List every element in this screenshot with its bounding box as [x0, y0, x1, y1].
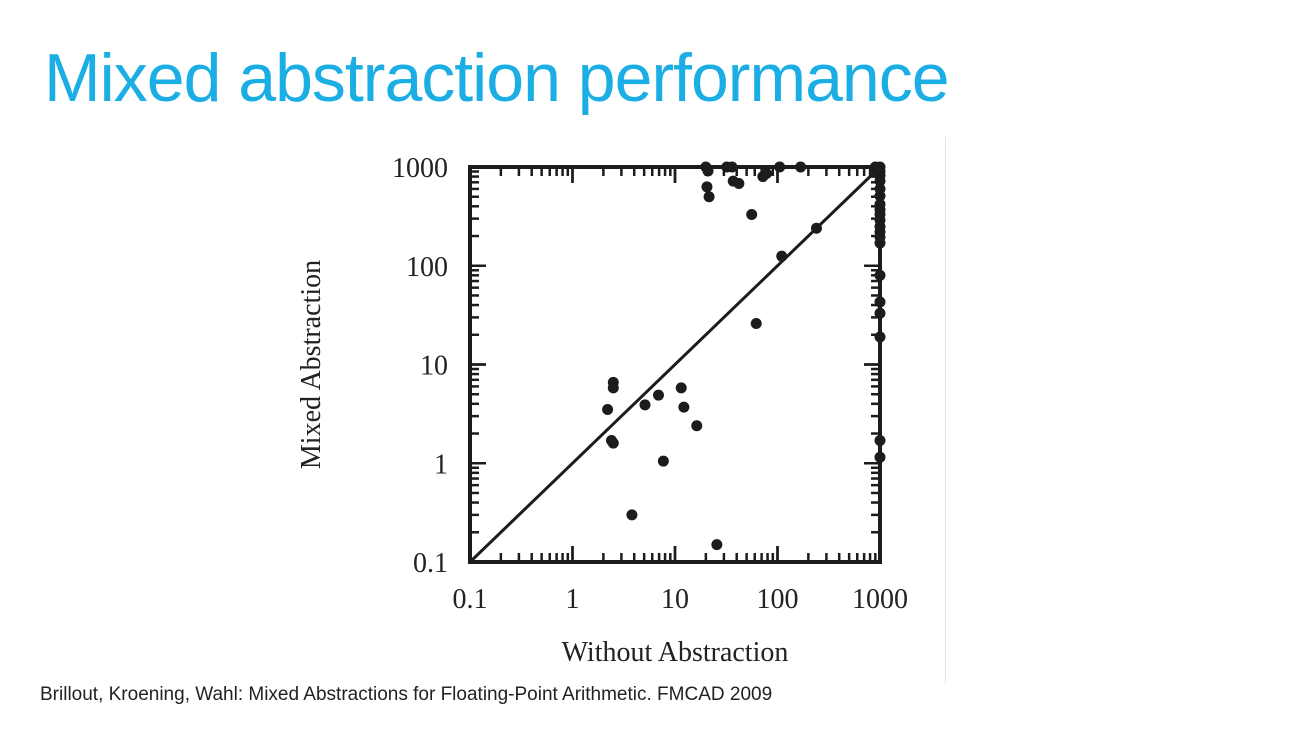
scatter-chart: 0.1 1 10 100 1000 0.1 1 10 100 1000 Without Abst… [296, 153, 909, 668]
y-tick-label: 100 [406, 252, 448, 283]
citation-text: Brillout, Kroening, Wahl: Mixed Abstract… [40, 684, 773, 705]
data-point [874, 269, 886, 281]
data-point [675, 382, 687, 394]
data-point [760, 167, 772, 179]
data-point [874, 190, 886, 202]
y-tick-label: 1 [434, 449, 448, 480]
y-tick-labels: 0.1 1 10 100 1000 [392, 153, 448, 579]
x-tick-label: 1 [566, 584, 580, 615]
data-point [874, 331, 886, 343]
data-point [874, 175, 886, 187]
x-tick-label: 100 [757, 584, 799, 615]
data-points [602, 161, 886, 551]
y-tick-label: 10 [420, 351, 448, 382]
tick-marks [468, 165, 882, 564]
scatter-figure: 0.1 1 10 100 1000 0.1 1 10 100 1000 Without Abst… [285, 137, 946, 683]
data-point [607, 437, 619, 449]
data-point [810, 222, 822, 234]
slide-title: Mixed abstraction performance [44, 40, 950, 116]
y-axis-title: Mixed Abstraction [296, 260, 327, 469]
data-point [703, 191, 715, 203]
data-point [678, 401, 690, 413]
data-point [874, 237, 886, 249]
x-axis-title: Without Abstraction [562, 637, 789, 668]
data-point [874, 451, 886, 463]
data-point [733, 178, 745, 190]
data-point [701, 181, 713, 193]
plot-frame [468, 165, 882, 564]
data-point [874, 434, 886, 446]
data-point [774, 161, 786, 173]
data-point [874, 307, 886, 319]
data-point [711, 539, 723, 551]
data-point [657, 455, 669, 467]
data-point [750, 318, 762, 330]
reference-line-y-equals-x [468, 165, 882, 564]
x-tick-label: 0.1 [453, 584, 488, 615]
data-point [726, 161, 738, 173]
y-tick-label: 0.1 [413, 548, 448, 579]
data-point [795, 161, 807, 173]
data-point [652, 389, 664, 401]
x-tick-label: 1000 [852, 584, 908, 615]
data-point [776, 250, 788, 262]
data-point [626, 509, 638, 521]
x-tick-labels: 0.1 1 10 100 1000 [453, 584, 909, 615]
data-point [702, 165, 714, 177]
data-point [607, 382, 619, 394]
data-point [746, 209, 758, 221]
data-point [874, 296, 886, 308]
y-tick-label: 1000 [392, 153, 448, 184]
x-tick-label: 10 [661, 584, 689, 615]
data-point [602, 404, 614, 416]
data-point [691, 420, 703, 432]
data-point [639, 399, 651, 411]
